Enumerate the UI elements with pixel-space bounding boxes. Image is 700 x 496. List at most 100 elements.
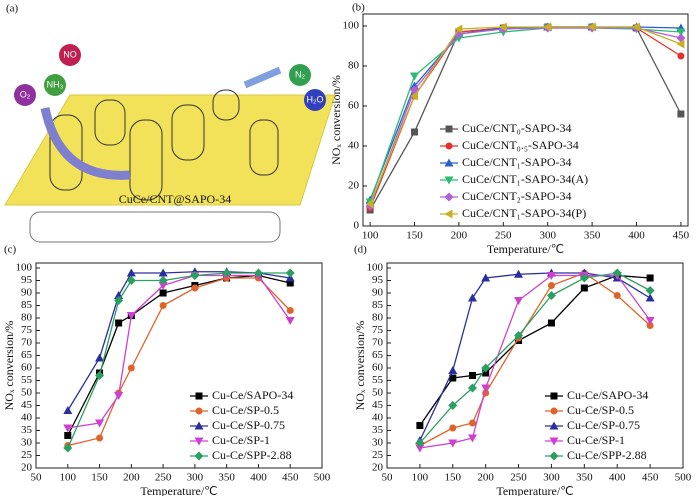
- marker: [191, 284, 199, 292]
- legend-label: Cu-Ce/SP-1: [212, 433, 270, 447]
- y-tick-label: 20: [348, 180, 360, 192]
- molecule: [44, 74, 66, 96]
- caption: CuCe/CNT@SAPO-34: [119, 192, 231, 206]
- series-line: [369, 26, 682, 205]
- marker: [63, 443, 73, 453]
- x-tick-label: 150: [406, 230, 423, 242]
- marker: [286, 279, 294, 287]
- x-tick-label: 400: [628, 230, 645, 242]
- y-tick-label: 100: [16, 262, 33, 274]
- x-axis-label: Temperature/℃: [496, 484, 573, 496]
- marker: [410, 72, 420, 81]
- marker: [549, 437, 559, 446]
- x-tick-label: 150: [445, 472, 462, 484]
- x-tick-label: 50: [31, 472, 43, 484]
- marker: [63, 406, 73, 414]
- y-tick-label: 80: [21, 312, 33, 324]
- series-line: [369, 27, 681, 203]
- molecule: [289, 64, 311, 86]
- y-tick-label: 40: [21, 412, 33, 424]
- marker: [416, 422, 424, 429]
- marker: [194, 421, 204, 430]
- marker: [448, 366, 458, 374]
- x-tick-label: 150: [91, 472, 108, 484]
- marker: [547, 282, 555, 289]
- marker: [158, 276, 168, 285]
- marker: [415, 438, 425, 448]
- y-tick-label: 100: [367, 262, 384, 274]
- y-tick-label: 60: [348, 100, 360, 112]
- y-tick-label: 40: [348, 140, 360, 152]
- legend-label: CuCe/CNT₀.₅-SAPO-34: [462, 138, 579, 152]
- marker: [126, 276, 136, 285]
- x-tick-label: 350: [218, 472, 235, 484]
- series-line: [369, 27, 682, 207]
- x-tick-label: 200: [477, 472, 494, 484]
- y-tick-label: 40: [372, 412, 384, 424]
- marker: [514, 331, 524, 340]
- y-tick-label: 30: [21, 437, 33, 449]
- marker: [677, 52, 685, 60]
- legend-label: Cu-Ce/SP-0.5: [567, 403, 634, 417]
- substrate: [4, 94, 336, 206]
- marker: [444, 176, 454, 185]
- x-tick-label: 400: [250, 472, 267, 484]
- y-tick-label: 60: [21, 362, 33, 374]
- legend-label: CuCe/CNT₀-SAPO-34: [462, 121, 572, 135]
- y-tick-label: 90: [21, 287, 33, 299]
- marker: [580, 284, 588, 292]
- x-tick-label: 50: [382, 472, 394, 484]
- legend-label: Cu-Ce/SP-1: [567, 433, 625, 447]
- x-tick-label: 250: [495, 230, 512, 242]
- x-tick-label: 250: [510, 472, 527, 484]
- marker: [127, 364, 135, 372]
- marker: [114, 392, 124, 400]
- x-tick-label: 300: [187, 472, 204, 484]
- y-tick-label: 45: [21, 399, 33, 411]
- legend-label: Cu-Ce/SPP-2.88: [567, 448, 647, 462]
- legend-label: Cu-Ce/SAPO-34: [567, 388, 648, 402]
- marker: [645, 317, 655, 325]
- y-axis-label: NOₓ conversion/%: [329, 75, 343, 165]
- legend-label: CuCe/CNT₂-SAPO-34: [462, 189, 572, 203]
- y-tick-label: 80: [372, 312, 384, 324]
- marker: [468, 293, 478, 302]
- marker: [676, 39, 685, 49]
- marker: [253, 268, 263, 278]
- marker: [468, 383, 478, 393]
- marker: [445, 142, 453, 150]
- y-tick-label: 75: [372, 324, 384, 336]
- marker: [469, 372, 477, 379]
- marker: [285, 317, 295, 325]
- y-tick-label: 50: [21, 387, 33, 399]
- y-tick-label: 90: [372, 287, 384, 299]
- marker: [415, 444, 425, 453]
- marker: [469, 419, 477, 427]
- marker: [550, 392, 558, 400]
- y-tick-label: 85: [372, 299, 384, 311]
- x-tick-label: 100: [60, 472, 77, 484]
- x-tick-label: 200: [451, 230, 468, 242]
- marker: [286, 307, 294, 314]
- plot-frame: [386, 262, 684, 469]
- marker: [63, 424, 73, 433]
- x-tick-label: 300: [539, 230, 556, 242]
- marker: [410, 91, 419, 101]
- y-tick-label: 55: [21, 374, 33, 386]
- marker: [546, 272, 556, 280]
- marker: [194, 437, 204, 446]
- marker: [444, 209, 453, 219]
- marker: [449, 374, 457, 382]
- illustration: (a) NO NH₃ O₂ N₂ H₂O CuCe/CNT@SAPO-34: [4, 3, 336, 243]
- x-tick-label: 250: [155, 472, 172, 484]
- marker: [158, 282, 168, 290]
- y-tick-label: 20: [21, 462, 33, 474]
- y-axis-label: NOₓ conversion/%: [2, 321, 16, 411]
- marker: [677, 110, 685, 118]
- panel-label: (d): [354, 244, 367, 256]
- marker: [645, 286, 655, 295]
- y-tick-label: 65: [21, 349, 33, 361]
- legend-label: CuCe/CNT₁-SAPO-34(A): [462, 172, 588, 186]
- molecule: [59, 44, 81, 66]
